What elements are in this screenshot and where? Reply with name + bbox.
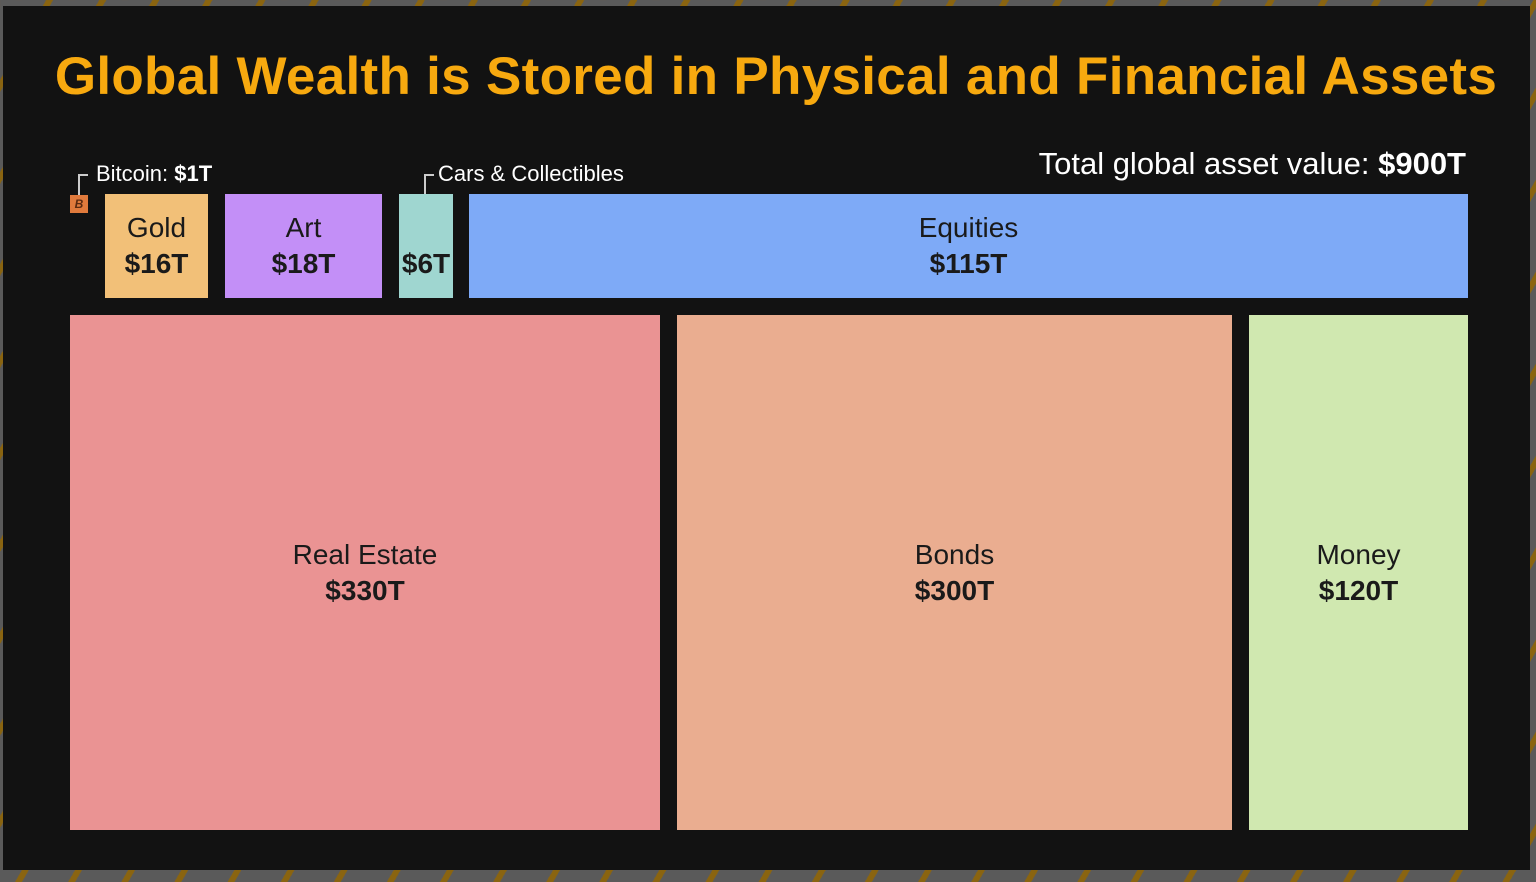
tile-gold: Gold $16T <box>105 194 208 298</box>
tile-value: $300T <box>914 574 995 606</box>
tile-label: Gold <box>126 212 187 243</box>
bitcoin-value: $1T <box>174 161 213 186</box>
tile-value: $120T <box>1318 574 1399 606</box>
tile-value: $16T <box>124 248 189 279</box>
tile-value: $330T <box>325 574 405 606</box>
total-asset-value: Total global asset value: $900T <box>1039 146 1466 182</box>
tile-label: Real Estate <box>292 538 438 570</box>
tile-bonds: Bonds $300T <box>677 315 1232 830</box>
tile-label: Art <box>285 212 322 243</box>
bitcoin-name: Bitcoin: <box>96 161 169 186</box>
tile-label: Equities <box>918 212 1019 243</box>
tile-value: $115T <box>929 248 1008 279</box>
tile-value: $6T <box>401 248 451 279</box>
tile-value: $18T <box>271 248 336 279</box>
bitcoin-icon: B <box>70 195 88 213</box>
tile-money: Money $120T <box>1249 315 1468 830</box>
cars-label: Cars & Collectibles <box>438 161 624 186</box>
cars-bracket <box>424 174 434 196</box>
bitcoin-bracket <box>78 174 88 196</box>
tile-art: Art $18T <box>225 194 382 298</box>
tile-label: Money <box>1316 538 1401 570</box>
total-label: Total global asset value: <box>1038 146 1370 181</box>
total-value: $900T <box>1378 146 1466 181</box>
tile-real-estate: Real Estate $330T <box>70 315 660 830</box>
tile-cars-collectibles: $6T <box>399 194 453 298</box>
chart-title: Global Wealth is Stored in Physical and … <box>54 47 1498 106</box>
tile-label: Bonds <box>914 538 995 570</box>
bitcoin-label: Bitcoin: $1T <box>96 161 212 187</box>
tile-equities: Equities $115T <box>469 194 1468 298</box>
